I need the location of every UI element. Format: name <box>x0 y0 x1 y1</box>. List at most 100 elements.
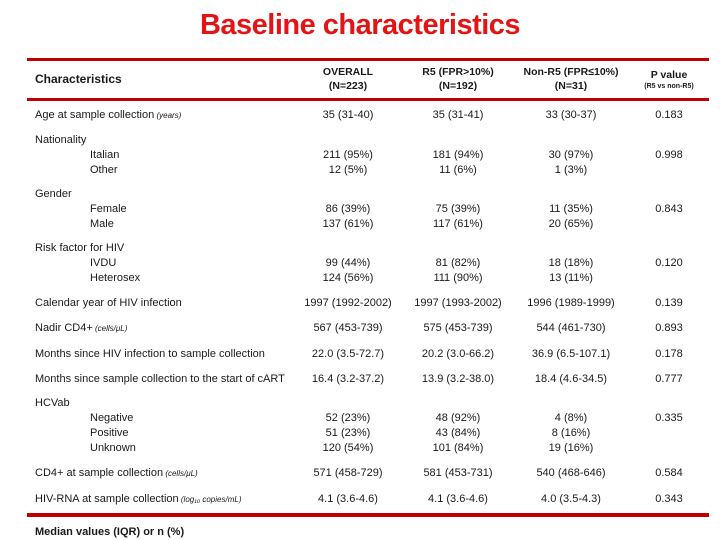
row-label: Nationality <box>35 134 87 146</box>
value-cell: 4.1 (3.6-4.6) <box>428 493 488 505</box>
value-cell: 181 (94%) <box>432 149 484 161</box>
sub-row: IVDU 99 (44%) 81 (82%) 18 (18%) 0.120 <box>27 256 709 270</box>
row-label: Unknown <box>90 442 136 454</box>
column-header: P value (R5 vs non-R5) <box>629 68 709 91</box>
p-value-cell: 0.998 <box>655 149 683 161</box>
p-value-cell: 0.893 <box>655 322 683 334</box>
unit-label: (cells/μL) <box>163 469 198 478</box>
column-header: Non-R5 (FPR≤10%) (N=31) <box>513 65 629 93</box>
table-row: Calendar year of HIV infection 1997 (1992… <box>27 296 709 310</box>
row-label: Months since HIV infection to sample col… <box>35 348 265 360</box>
value-cell: 22.0 (3.5-72.7) <box>311 348 385 360</box>
table-row: HIV-RNA at sample collection (log₁₀ copi… <box>27 492 709 507</box>
value-cell: 1997 (1993-2002) <box>414 297 502 309</box>
value-cell: 1 (3%) <box>554 164 588 176</box>
table-footnote: Median values (IQR) or n (%) <box>35 526 185 538</box>
value-cell: 13.9 (3.2-38.0) <box>421 373 495 385</box>
p-value-cell: 0.183 <box>655 109 683 121</box>
group-row: HCVab <box>27 396 709 410</box>
column-subtitle: (N=31) <box>554 80 588 92</box>
column-title: R5 (FPR>10%) <box>422 66 494 78</box>
table-header-row: Characteristics OVERALL (N=223) R5 (FPR>10… <box>27 58 709 101</box>
table-row: Nadir CD4+ (cells/μL) 567 (453-739) 575 (4… <box>27 321 709 336</box>
value-cell: 111 (90%) <box>433 272 483 284</box>
row-label: Male <box>90 218 114 230</box>
value-cell: 33 (30-37) <box>545 109 597 121</box>
p-value-cell: 0.335 <box>655 412 683 424</box>
sub-row: Positive 51 (23%) 43 (84%) 8 (16%) <box>27 426 709 440</box>
column-header: R5 (FPR>10%) (N=192) <box>403 65 513 93</box>
slide-title: Baseline characteristics <box>199 9 521 41</box>
value-cell: 43 (84%) <box>435 427 481 439</box>
row-label: Risk factor for HIV <box>35 242 125 254</box>
row-label: Other <box>90 164 118 176</box>
value-cell: 48 (92%) <box>435 412 481 424</box>
value-cell: 101 (84%) <box>432 442 484 454</box>
value-cell: 19 (16%) <box>548 442 594 454</box>
table-row: Months since sample collection to the st… <box>27 372 709 386</box>
value-cell: 117 (61%) <box>433 218 483 230</box>
value-cell: 36.9 (6.5-107.1) <box>531 348 611 360</box>
group-row: Nationality <box>27 133 709 147</box>
value-cell: 4 (8%) <box>554 412 588 424</box>
table-row: CD4+ at sample collection (cells/μL) 571 … <box>27 466 709 481</box>
value-cell: 52 (23%) <box>325 412 371 424</box>
value-cell: 13 (11%) <box>549 272 593 284</box>
sub-row: Other 12 (5%) 11 (6%) 1 (3%) <box>27 163 709 177</box>
row-label: CD4+ at sample collection (cells/μL) <box>35 467 198 479</box>
row-label: HCVab <box>35 397 70 409</box>
characteristics-column-header: Characteristics <box>35 72 122 86</box>
value-cell: 4.1 (3.6-4.6) <box>318 493 378 505</box>
value-cell: 581 (453-731) <box>423 467 493 479</box>
unit-label: (log₁₀ copies/mL) <box>178 495 242 504</box>
group-row: Risk factor for HIV <box>27 241 709 255</box>
p-value-cell: 0.584 <box>655 467 683 479</box>
column-subtitle: (R5 vs non-R5) <box>644 82 694 90</box>
row-label: IVDU <box>90 257 117 269</box>
value-cell: 18.4 (4.6-34.5) <box>534 373 608 385</box>
value-cell: 575 (453-739) <box>423 322 493 334</box>
value-cell: 81 (82%) <box>435 257 481 269</box>
p-value-cell: 0.843 <box>655 203 683 215</box>
value-cell: 18 (18%) <box>548 257 594 269</box>
row-label: Age at sample collection (years) <box>35 109 182 121</box>
p-value-cell: 0.777 <box>655 373 683 385</box>
table-body: Age at sample collection (years) 35 (31-4… <box>27 108 709 517</box>
value-cell: 75 (39%) <box>435 203 481 215</box>
value-cell: 30 (97%) <box>548 149 594 161</box>
row-label: Heterosex <box>90 272 141 284</box>
column-subtitle: (N=192) <box>438 80 478 92</box>
unit-label: (cells/μL) <box>92 324 128 333</box>
value-cell: 211 (95%) <box>323 149 373 161</box>
p-value-cell: 0.343 <box>655 493 683 505</box>
row-label: Nadir CD4+ (cells/μL) <box>35 322 128 334</box>
row-label: Gender <box>35 188 72 200</box>
value-cell: 11 (35%) <box>549 203 593 215</box>
value-cell: 12 (5%) <box>328 164 368 176</box>
value-cell: 20 (65%) <box>548 218 594 230</box>
value-cell: 99 (44%) <box>325 257 371 269</box>
value-cell: 4.0 (3.5-4.3) <box>541 493 601 505</box>
value-cell: 544 (461-730) <box>536 322 606 334</box>
row-label: HIV-RNA at sample collection (log₁₀ copi… <box>35 493 242 505</box>
column-title: Non-R5 (FPR≤10%) <box>523 66 619 78</box>
sub-row: Heterosex 124 (56%) 111 (90%) 13 (11%) <box>27 271 709 285</box>
column-header: OVERALL (N=223) <box>293 65 403 93</box>
table-row: Months since HIV infection to sample col… <box>27 347 709 361</box>
value-cell: 11 (6%) <box>439 164 477 176</box>
table-row: Age at sample collection (years) 35 (31-4… <box>27 108 709 123</box>
value-cell: 571 (458-729) <box>313 467 383 479</box>
value-cell: 124 (56%) <box>322 272 374 284</box>
value-cell: 86 (39%) <box>325 203 371 215</box>
sub-row: Italian 211 (95%) 181 (94%) 30 (97%) 0.998 <box>27 148 709 162</box>
value-cell: 16.4 (3.2-37.2) <box>311 373 385 385</box>
value-cell: 567 (453-739) <box>313 322 383 334</box>
value-cell: 540 (468-646) <box>536 467 606 479</box>
column-title: P value <box>650 68 688 81</box>
row-label: Female <box>90 203 127 215</box>
value-cell: 35 (31-40) <box>322 109 374 121</box>
group-row: Gender <box>27 187 709 201</box>
value-cell: 8 (16%) <box>551 427 591 439</box>
row-label: Months since sample collection to the st… <box>35 373 285 385</box>
